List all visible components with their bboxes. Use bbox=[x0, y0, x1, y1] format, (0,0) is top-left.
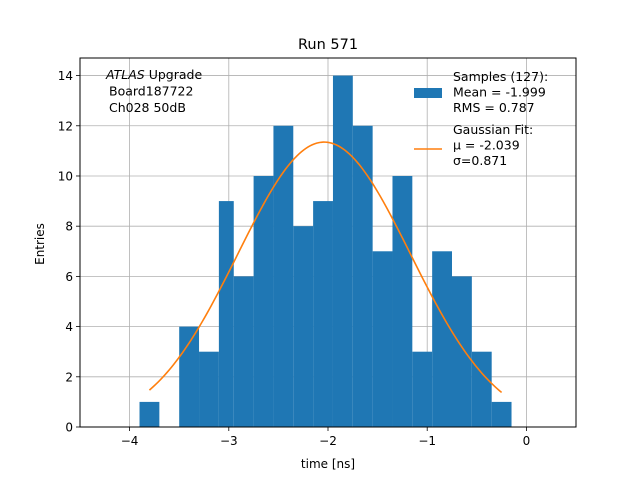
gaussian-fit bbox=[148, 141, 503, 394]
histogram-bar bbox=[332, 75, 353, 428]
histogram-bar bbox=[452, 276, 472, 427]
histogram-bar bbox=[392, 175, 413, 427]
histogram-bar bbox=[471, 351, 492, 427]
y-tick-label: 6 bbox=[65, 270, 73, 284]
x-tick-label: −1 bbox=[418, 434, 436, 448]
legend-fit-text: σ=0.871 bbox=[453, 153, 507, 168]
y-tick-label: 14 bbox=[58, 69, 73, 83]
histogram-bar bbox=[233, 276, 254, 427]
x-tick-label: −2 bbox=[319, 434, 337, 448]
y-tick-label: 4 bbox=[65, 320, 73, 334]
histogram-bar bbox=[372, 251, 393, 427]
histogram-bar bbox=[218, 201, 234, 427]
x-tick-label: −3 bbox=[220, 434, 238, 448]
x-axis-label: time [ns] bbox=[301, 457, 355, 471]
legend-fit-text: μ = -2.039 bbox=[453, 138, 520, 153]
histogram-bar bbox=[293, 226, 314, 427]
axis-ticks: −4 −3 −2 −1 0 0 2 4 6 8 10 12 14 bbox=[58, 69, 531, 448]
y-tick-label: 2 bbox=[65, 370, 73, 384]
x-tick-label: −4 bbox=[121, 434, 139, 448]
histogram-bar bbox=[273, 125, 294, 427]
histogram-bar bbox=[412, 351, 433, 427]
y-axis-label: Entries bbox=[33, 223, 47, 265]
y-tick-label: 12 bbox=[58, 119, 73, 133]
histogram-bar bbox=[313, 201, 333, 427]
y-tick-label: 0 bbox=[65, 421, 73, 435]
histogram-bar bbox=[432, 251, 452, 427]
annotation-line: Board187722 bbox=[109, 84, 193, 99]
chart-title: Run 571 bbox=[298, 37, 358, 53]
histogram-bar bbox=[199, 351, 219, 427]
annotation-line: ATLAS Upgrade bbox=[105, 67, 202, 82]
legend-histogram-text: Samples (127): bbox=[453, 69, 548, 84]
legend-fit-text: Gaussian Fit: bbox=[453, 122, 533, 137]
legend-histogram-swatch bbox=[414, 88, 442, 98]
x-tick-label: 0 bbox=[523, 434, 531, 448]
legend-histogram-text: Mean = -1.999 bbox=[453, 85, 546, 100]
histogram-bar bbox=[179, 326, 200, 427]
histogram-bar bbox=[491, 401, 512, 427]
legend-histogram-text: RMS = 0.787 bbox=[453, 100, 535, 115]
gaussian-fit-curve bbox=[148, 141, 503, 394]
y-tick-label: 10 bbox=[58, 169, 73, 183]
annotation-line: Ch028 50dB bbox=[109, 100, 186, 115]
histogram-bar bbox=[139, 401, 160, 427]
legend: Samples (127): Mean = -1.999 RMS = 0.787… bbox=[414, 69, 548, 168]
y-tick-label: 8 bbox=[65, 220, 73, 234]
histogram-bar bbox=[352, 125, 373, 427]
histogram-bars bbox=[139, 75, 512, 428]
histogram-bar bbox=[253, 175, 274, 427]
